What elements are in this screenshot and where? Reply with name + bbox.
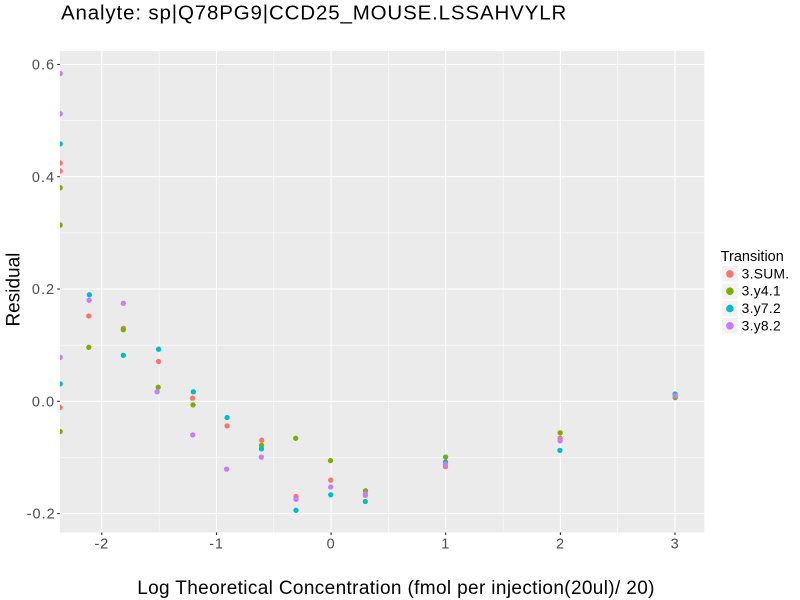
svg-text:0: 0: [327, 537, 336, 553]
svg-text:3.y7.2: 3.y7.2: [742, 301, 781, 316]
svg-text:3.y8.2: 3.y8.2: [742, 318, 781, 333]
svg-text:2: 2: [556, 537, 565, 553]
svg-text:0.0: 0.0: [32, 394, 55, 410]
svg-text:-1: -1: [209, 537, 224, 553]
svg-text:0.4: 0.4: [32, 170, 55, 186]
svg-text:3.y4.1: 3.y4.1: [742, 284, 781, 299]
svg-text:1: 1: [441, 537, 450, 553]
svg-text:Residual: Residual: [3, 253, 24, 327]
svg-text:0.2: 0.2: [32, 282, 55, 298]
svg-text:-0.2: -0.2: [27, 507, 56, 523]
svg-text:Analyte: sp|Q78PG9|CCD25_MOUSE: Analyte: sp|Q78PG9|CCD25_MOUSE.LSSAHVYLR: [61, 2, 567, 25]
svg-text:-2: -2: [95, 537, 110, 553]
svg-text:3.SUM.: 3.SUM.: [742, 266, 790, 281]
svg-text:0.6: 0.6: [32, 58, 55, 74]
svg-text:Transition: Transition: [721, 249, 784, 265]
svg-text:3: 3: [671, 537, 680, 553]
svg-text:Log Theoretical Concentration: Log Theoretical Concentration (fmol per …: [137, 578, 655, 599]
